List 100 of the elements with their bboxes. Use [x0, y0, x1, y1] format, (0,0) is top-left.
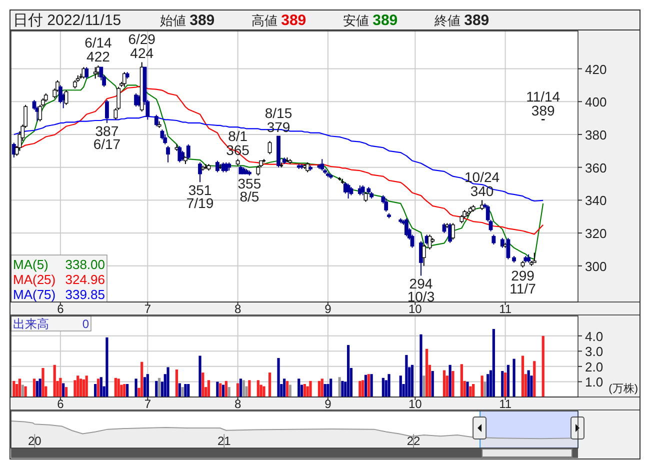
bar: [521, 356, 524, 397]
bar: [36, 380, 38, 397]
bar: [320, 378, 324, 397]
bar: [362, 380, 364, 397]
bar: [21, 384, 24, 397]
annotation: 324.96: [65, 272, 105, 287]
y-tick-label: 400: [585, 94, 607, 110]
x-tick-label: 7: [144, 302, 152, 316]
bar: [426, 348, 428, 397]
bar: [117, 378, 120, 397]
x-tick-label: 20: [28, 434, 42, 448]
bar: [216, 382, 219, 397]
x-tick-label: 10: [408, 397, 422, 411]
bar: [370, 374, 373, 397]
text: 高値 389: [252, 12, 306, 29]
bar: [388, 374, 390, 397]
y-tick-label: 360: [585, 160, 607, 176]
y-tick-label: 340: [585, 193, 607, 208]
volume-label: 出来高 0: [10, 316, 92, 332]
y-tick-label: 1.0: [585, 374, 604, 390]
bar: [12, 380, 16, 397]
bar: [94, 384, 97, 397]
x-tick-label: 8: [234, 397, 242, 411]
bar: [187, 384, 190, 397]
bar: [399, 376, 402, 397]
bar: [367, 374, 370, 397]
bar: [248, 380, 251, 397]
bar: [486, 374, 490, 397]
bar: [442, 370, 446, 397]
bar: [506, 364, 510, 397]
bar: [224, 380, 228, 397]
bar: [242, 380, 245, 397]
annotation: 338.00: [65, 257, 105, 272]
bar: [286, 380, 289, 397]
bar: [32, 378, 36, 397]
y-tick-label: 4.0: [585, 328, 604, 344]
bar: [158, 378, 161, 397]
bar: [346, 345, 350, 397]
bar: [181, 387, 184, 397]
bar: [283, 378, 286, 397]
bar: [42, 368, 44, 397]
x-tick-label: 21: [217, 434, 232, 448]
bar: [527, 370, 530, 397]
bar: [155, 380, 158, 397]
bar: [146, 374, 149, 397]
text: 日付 2022/11/15: [13, 12, 122, 29]
bar: [140, 362, 144, 397]
x-tick-label: 11: [499, 302, 512, 316]
bar: [207, 380, 210, 397]
bar: [123, 384, 126, 397]
bar: [134, 378, 138, 397]
bar: [358, 380, 362, 397]
x-tick-label: 6: [57, 397, 64, 411]
y-tick-label: 380: [585, 127, 607, 142]
x-tick-label: 11: [499, 397, 512, 411]
text: 終値 389: [434, 12, 490, 29]
text: 安値 389: [343, 12, 398, 29]
y-tick-label: 320: [585, 226, 607, 242]
bar: [38, 378, 42, 397]
bar: [469, 386, 472, 397]
bar: [472, 384, 475, 397]
bar: [330, 378, 332, 397]
bar: [288, 384, 292, 397]
y-tick-label: 2.0: [585, 359, 604, 374]
bar: [268, 372, 272, 397]
x-tick-label: 22: [406, 434, 421, 448]
x-tick-label: 6: [57, 302, 64, 316]
bar: [64, 387, 68, 397]
x-tick-label: 9: [324, 397, 332, 411]
text: 始値 389: [160, 12, 215, 29]
bar: [420, 334, 422, 397]
bar: [309, 380, 312, 397]
bar: [166, 367, 170, 397]
bar: [460, 364, 463, 397]
bar: [466, 382, 469, 397]
bar: [452, 371, 454, 397]
bar: [175, 369, 178, 397]
y-axis-title: (万株): [608, 382, 638, 395]
bar: [184, 384, 187, 397]
bar: [382, 378, 384, 397]
x-tick-label: 9: [324, 302, 332, 316]
bar: [364, 374, 368, 397]
bar: [533, 361, 536, 397]
bar: [324, 384, 326, 397]
bar: [219, 383, 222, 397]
bar: [277, 358, 280, 397]
bar: [222, 384, 225, 397]
bar: [318, 380, 321, 397]
x-tick-label: 10: [408, 302, 422, 316]
bar: [484, 382, 486, 397]
bar: [338, 377, 341, 397]
bar: [405, 354, 408, 397]
bar: [239, 378, 242, 397]
bar: [85, 376, 88, 397]
chart-title: 出来高: [13, 317, 49, 331]
bar: [143, 377, 146, 397]
bar: [512, 358, 516, 397]
bar: [76, 376, 80, 397]
bar: [492, 328, 495, 397]
x-tick-label: 7: [144, 397, 152, 411]
